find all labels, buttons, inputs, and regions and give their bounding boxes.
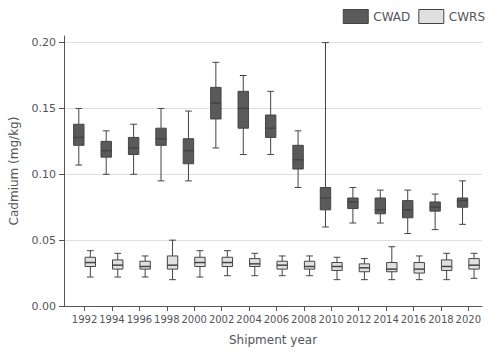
svg-text:1994: 1994 <box>99 314 124 325</box>
svg-text:2000: 2000 <box>181 314 206 325</box>
svg-text:0.10: 0.10 <box>32 168 57 181</box>
svg-text:0.05: 0.05 <box>32 234 57 247</box>
svg-text:CWAD: CWAD <box>373 10 410 24</box>
svg-text:1992: 1992 <box>72 314 97 325</box>
svg-text:0.15: 0.15 <box>32 102 57 115</box>
svg-text:2010: 2010 <box>319 314 344 325</box>
svg-text:1998: 1998 <box>154 314 179 325</box>
svg-text:2006: 2006 <box>264 314 289 325</box>
svg-text:1996: 1996 <box>127 314 152 325</box>
svg-text:2012: 2012 <box>346 314 371 325</box>
svg-text:2016: 2016 <box>401 314 426 325</box>
svg-text:CWRS: CWRS <box>449 10 485 24</box>
svg-text:2018: 2018 <box>428 314 453 325</box>
svg-text:Cadmium (mg/kg): Cadmium (mg/kg) <box>7 117 21 226</box>
svg-text:2002: 2002 <box>209 314 234 325</box>
svg-text:2008: 2008 <box>291 314 316 325</box>
svg-text:2004: 2004 <box>236 314 261 325</box>
svg-text:0.20: 0.20 <box>32 36 57 49</box>
svg-text:2014: 2014 <box>373 314 398 325</box>
svg-text:0.00: 0.00 <box>32 300 57 313</box>
svg-text:2020: 2020 <box>456 314 481 325</box>
svg-text:Shipment year: Shipment year <box>229 333 317 347</box>
